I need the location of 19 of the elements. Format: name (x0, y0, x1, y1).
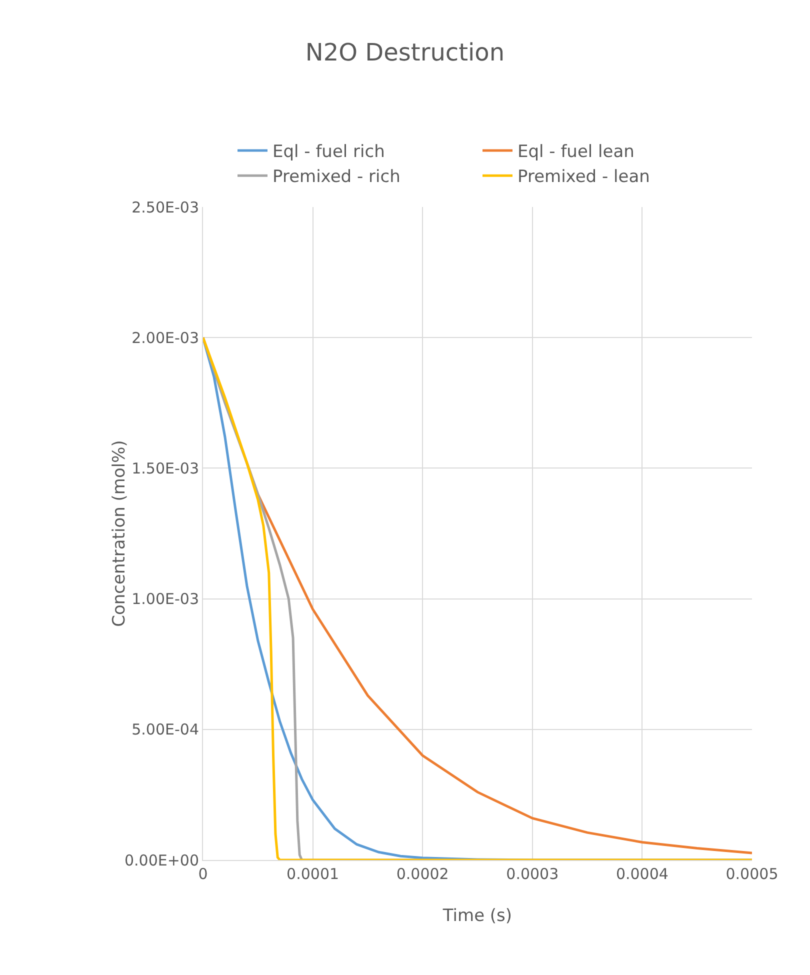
x-tick-label: 0.0003 (506, 865, 559, 883)
y-tick-label: 0.00E+00 (124, 851, 199, 870)
x-tick-label: 0.0001 (286, 865, 340, 883)
y-tick-label: 2.00E-03 (132, 328, 199, 347)
x-tick-label: 0 (198, 865, 208, 883)
y-axis-title: Concentration (mol%) (110, 440, 130, 627)
x-tick-label: 0.0002 (396, 865, 449, 883)
y-tick-label: 5.00E-04 (132, 720, 199, 739)
x-tick-label: 0.0004 (616, 865, 668, 883)
y-tick-label: 1.00E-03 (132, 590, 199, 608)
chart-title: N2O Destruction (305, 38, 505, 67)
legend-label: Eql - fuel rich (272, 142, 385, 162)
x-tick-label: 0.0005 (726, 865, 778, 883)
legend-label: Premixed - rich (272, 167, 400, 188)
legend-label: Premixed - lean (518, 167, 650, 188)
legend-label: Eql - fuel lean (518, 142, 634, 162)
y-tick-label: 2.50E-03 (132, 198, 199, 216)
y-tick-label: 1.50E-03 (132, 459, 199, 478)
x-axis-title: Time (s) (442, 906, 512, 926)
